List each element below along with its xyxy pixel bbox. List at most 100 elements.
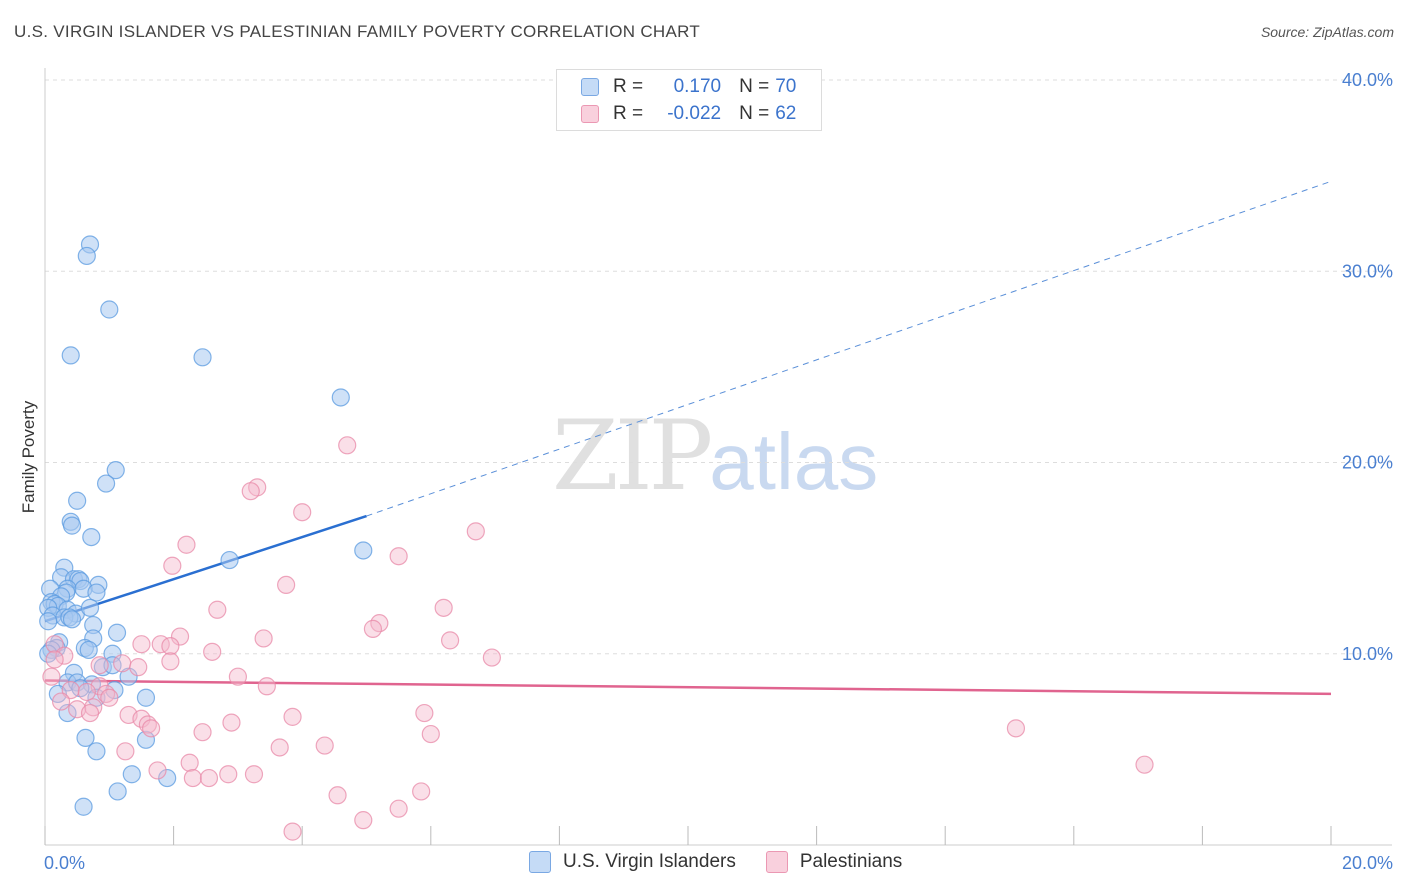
legend-r-label: R = [613,103,644,124]
legend-n-value: 70 [775,76,797,97]
data-point [270,738,289,757]
data-point [87,688,106,707]
trend-line-virgin-islanders [44,514,367,623]
data-point [208,600,227,619]
data-point [163,556,182,575]
data-point [116,742,135,761]
data-point [331,388,350,407]
x-tick-label: 0.0% [44,853,85,873]
data-point [58,703,77,723]
series-label: U.S. Virgin Islanders [563,851,736,872]
data-point [161,652,180,671]
data-point [108,782,127,801]
y-tick-label: 10.0% [1342,644,1393,664]
data-point [42,667,61,686]
data-point [183,768,202,788]
data-point [283,707,302,726]
data-point [100,300,119,319]
data-point [62,516,82,535]
trend-lines [44,180,1332,696]
data-point [136,730,156,749]
data-point [87,742,106,761]
series-palestinians [42,436,1154,841]
legend-r-value: -0.022 [667,103,722,124]
data-point [129,658,148,677]
data-point [354,811,373,830]
data-point [1006,719,1026,738]
data-point [415,703,434,723]
series-swatch-blue [529,851,551,873]
data-point [87,583,106,602]
data-point [82,527,101,547]
data-point [277,575,296,595]
legend-n-value: 62 [775,103,797,124]
y-axis-label: Family Poverty [19,400,38,513]
series-legend-item-palestinians[interactable]: Palestinians [765,851,903,873]
data-point [389,547,408,566]
data-point [136,688,156,707]
data-point [74,797,93,816]
data-point [434,598,453,617]
data-point [293,503,312,522]
data-point [180,753,199,772]
watermark-atlas: atlas [709,417,879,506]
data-point [1135,755,1154,774]
data-point [141,719,161,738]
data-point [363,619,383,638]
data-point [113,654,132,673]
data-point [193,348,212,367]
x-tick-label: 20.0% [1342,853,1393,873]
data-point [148,761,167,780]
y-tick-label: 20.0% [1342,453,1393,473]
data-point [45,650,64,669]
data-point [203,642,222,661]
axis-labels: 10.0% 20.0% 30.0% 40.0% 0.0% 20.0% Family Pove… [19,70,1393,873]
series-legend-item-virgin-islanders[interactable]: U.S. Virgin Islanders [529,851,736,873]
data-point [96,474,116,493]
data-points [39,235,1154,841]
legend-row-palestinians: R = -0.022 N = 62 [581,101,796,127]
gridlines [45,79,1392,655]
data-point [39,612,58,631]
data-point [170,627,190,646]
data-point [354,541,373,560]
trend-line-virgin-islanders-projection [366,180,1332,517]
data-point [482,648,501,667]
data-point [241,482,260,501]
data-point [228,667,247,686]
data-point [315,736,334,755]
data-point [222,713,241,732]
data-point [80,598,100,617]
data-point [328,786,347,805]
chart-title: U.S. VIRGIN ISLANDER VS PALESTINIAN FAMI… [14,22,701,41]
data-point [76,728,95,748]
watermark: ZIPatlas [552,400,878,512]
legend-swatch-blue [581,78,599,96]
data-point [254,629,273,648]
data-point [412,782,431,801]
data-point [466,522,485,541]
data-point [107,623,127,642]
data-point [177,535,196,554]
data-point [421,724,440,744]
data-point [79,640,98,660]
series-virgin-islanders [39,235,373,816]
data-point [100,688,119,707]
data-point [220,550,239,570]
series-label: Palestinians [799,851,903,872]
data-point [90,656,109,675]
y-tick-label: 40.0% [1342,70,1393,90]
data-point [84,698,103,717]
data-point [77,246,96,266]
watermark-zip: ZIP [552,400,713,512]
series-swatch-pink [765,851,788,873]
legend-swatch-pink [581,105,599,123]
data-point [62,610,82,629]
data-point [77,682,96,702]
correlation-legend: R = 0.170 N = 70 R = -0.022 N = 62 [556,69,822,131]
source-credit: Source: ZipAtlas.com [1260,24,1394,40]
data-point [338,436,357,455]
data-point [219,765,238,784]
legend-r-value: 0.170 [673,76,722,97]
data-point [55,646,74,665]
